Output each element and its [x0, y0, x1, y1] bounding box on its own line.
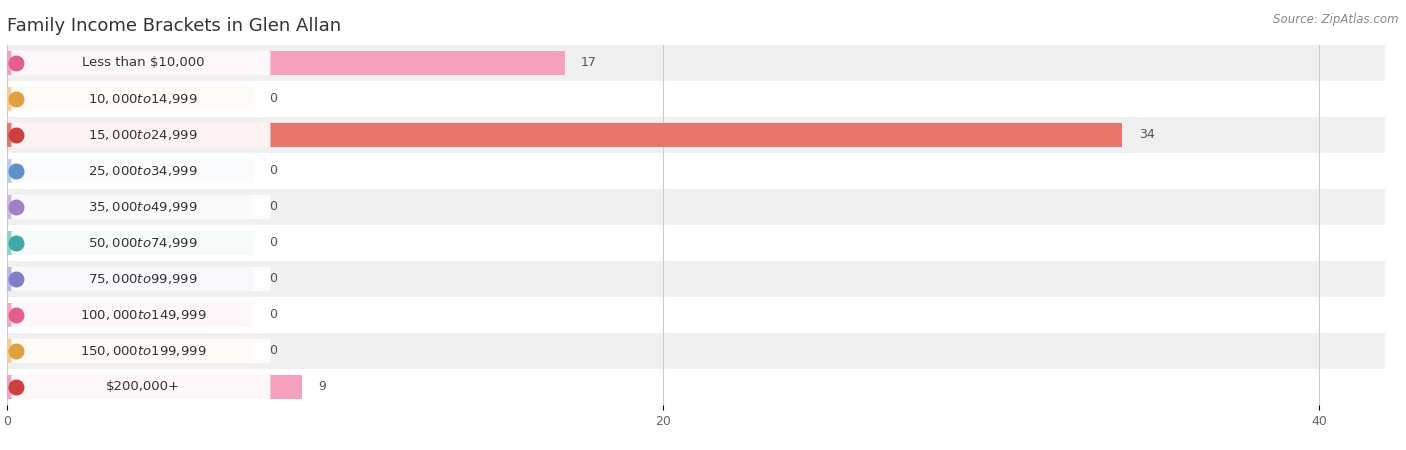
Point	[6, 347, 28, 355]
Point	[6, 167, 28, 175]
Bar	[7, 117, 1385, 153]
Text: $25,000 to $34,999: $25,000 to $34,999	[89, 164, 198, 178]
Text: $15,000 to $24,999: $15,000 to $24,999	[89, 128, 198, 142]
Point	[6, 383, 28, 391]
Text: 0: 0	[270, 309, 277, 321]
Point	[6, 131, 28, 139]
Point	[6, 203, 28, 211]
Bar	[7, 123, 1122, 147]
FancyBboxPatch shape	[11, 195, 270, 219]
Bar	[7, 303, 253, 327]
Text: 9: 9	[319, 381, 326, 393]
Bar	[7, 375, 302, 399]
Bar	[7, 297, 1385, 333]
FancyBboxPatch shape	[11, 123, 270, 147]
Bar	[7, 231, 253, 255]
Text: $75,000 to $99,999: $75,000 to $99,999	[89, 272, 198, 286]
Text: $200,000+: $200,000+	[107, 381, 180, 393]
Point	[6, 59, 28, 67]
Text: Less than $10,000: Less than $10,000	[82, 57, 204, 69]
FancyBboxPatch shape	[11, 303, 270, 327]
Text: 0: 0	[270, 273, 277, 285]
Bar	[7, 369, 1385, 405]
Text: $35,000 to $49,999: $35,000 to $49,999	[89, 200, 198, 214]
FancyBboxPatch shape	[11, 267, 270, 291]
Point	[6, 275, 28, 283]
FancyBboxPatch shape	[11, 51, 270, 75]
Text: Source: ZipAtlas.com: Source: ZipAtlas.com	[1274, 14, 1399, 27]
Text: $10,000 to $14,999: $10,000 to $14,999	[89, 92, 198, 106]
Text: 17: 17	[581, 57, 598, 69]
FancyBboxPatch shape	[11, 231, 270, 255]
Bar	[7, 87, 253, 111]
Bar	[7, 267, 253, 291]
Point	[6, 239, 28, 247]
Point	[6, 311, 28, 319]
Text: 0: 0	[270, 93, 277, 105]
FancyBboxPatch shape	[11, 375, 270, 399]
Bar	[7, 195, 253, 219]
Bar	[7, 339, 253, 363]
Bar	[7, 45, 1385, 81]
Text: Family Income Brackets in Glen Allan: Family Income Brackets in Glen Allan	[7, 17, 342, 35]
Bar	[7, 81, 1385, 117]
Point	[6, 95, 28, 103]
Text: 0: 0	[270, 237, 277, 249]
Bar	[7, 153, 1385, 189]
Text: $50,000 to $74,999: $50,000 to $74,999	[89, 236, 198, 250]
Text: 34: 34	[1139, 129, 1154, 141]
Text: $150,000 to $199,999: $150,000 to $199,999	[80, 344, 207, 358]
FancyBboxPatch shape	[11, 87, 270, 111]
Bar	[7, 333, 1385, 369]
Text: $100,000 to $149,999: $100,000 to $149,999	[80, 308, 207, 322]
FancyBboxPatch shape	[11, 159, 270, 183]
Text: 0: 0	[270, 165, 277, 177]
Bar	[7, 225, 1385, 261]
Bar	[7, 261, 1385, 297]
Text: 0: 0	[270, 345, 277, 357]
Bar	[7, 189, 1385, 225]
FancyBboxPatch shape	[11, 339, 270, 363]
Bar	[7, 159, 253, 183]
Bar	[7, 51, 565, 75]
Text: 0: 0	[270, 201, 277, 213]
